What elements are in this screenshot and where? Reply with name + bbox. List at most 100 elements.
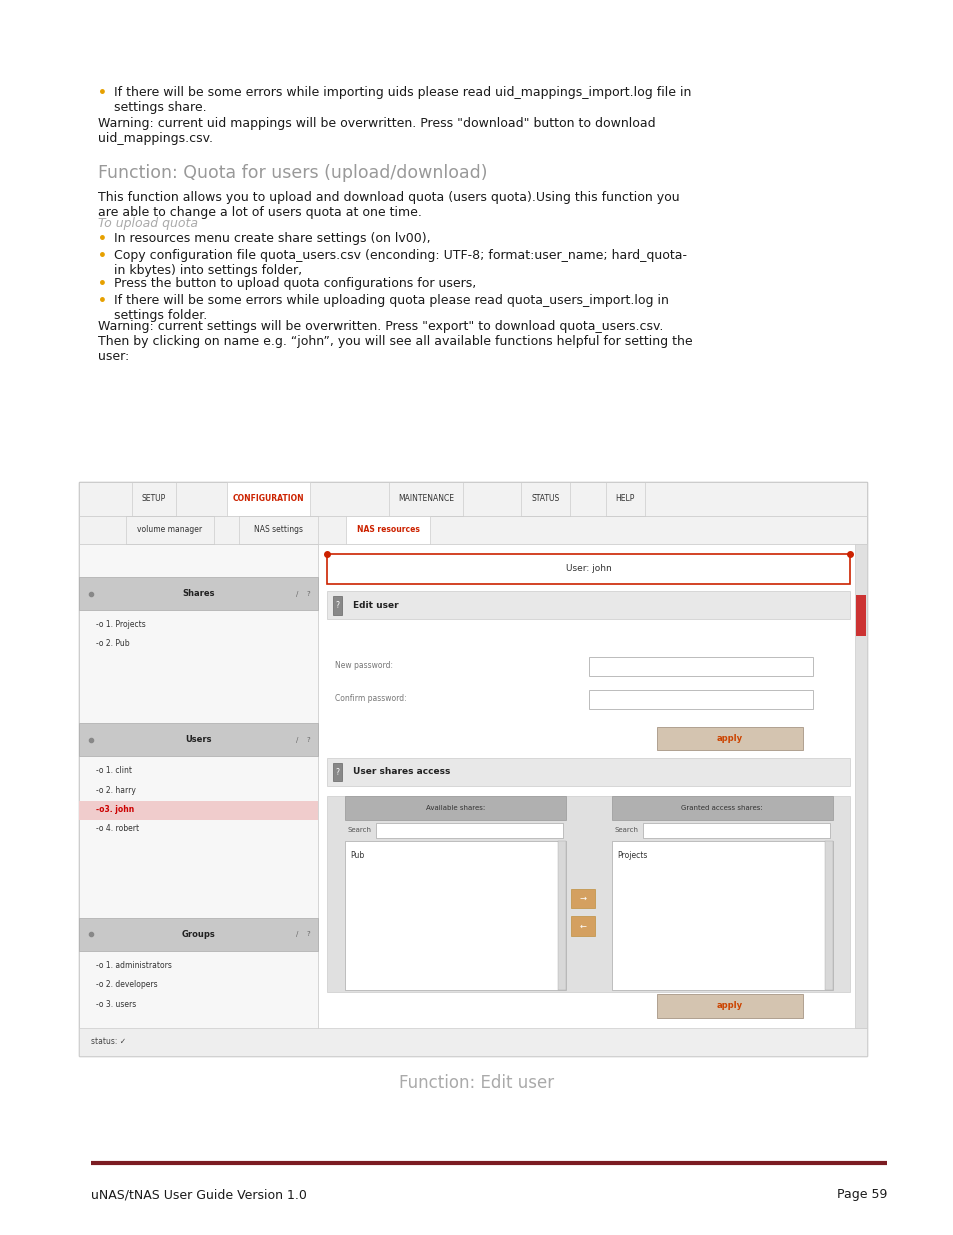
Bar: [79, 482, 866, 1056]
Text: •: •: [98, 294, 107, 308]
Bar: [824, 841, 832, 990]
Text: Copy configuration file quota_users.csv (enconding: UTF-8; format:user_name; har: Copy configuration file quota_users.csv …: [114, 249, 687, 278]
Text: Granted access shares:: Granted access shares:: [680, 805, 762, 811]
Text: Function: Quota for users (upload/download): Function: Quota for users (upload/downlo…: [98, 164, 487, 183]
Bar: [344, 841, 565, 990]
Bar: [346, 516, 429, 543]
Bar: [126, 516, 213, 543]
Bar: [520, 482, 570, 516]
Bar: [642, 823, 829, 839]
Bar: [79, 1028, 866, 1056]
Text: ?: ?: [306, 931, 310, 937]
Bar: [344, 797, 565, 820]
Text: -o 2. harry: -o 2. harry: [96, 785, 136, 794]
Bar: [611, 797, 832, 820]
Bar: [855, 595, 865, 636]
Bar: [327, 797, 849, 992]
Text: apply: apply: [716, 1002, 742, 1010]
Text: /: /: [295, 736, 298, 742]
Text: •: •: [98, 232, 107, 246]
Text: -o 4. robert: -o 4. robert: [96, 825, 139, 834]
Text: -o 2. developers: -o 2. developers: [96, 981, 158, 989]
Bar: [317, 543, 866, 1056]
Text: -o 1. administrators: -o 1. administrators: [96, 961, 172, 969]
Bar: [327, 758, 849, 785]
Text: User: john: User: john: [565, 564, 611, 573]
Bar: [588, 690, 813, 709]
Text: •: •: [98, 277, 107, 290]
Bar: [854, 543, 866, 1028]
Text: New password:: New password:: [335, 661, 393, 671]
Text: Search: Search: [347, 827, 371, 834]
Text: •: •: [98, 249, 107, 263]
Text: status: ✓: status: ✓: [91, 1037, 126, 1046]
Text: ?: ?: [306, 590, 310, 597]
Text: CONFIGURATION: CONFIGURATION: [233, 494, 304, 504]
Bar: [389, 482, 462, 516]
Bar: [656, 727, 802, 750]
Text: Groups: Groups: [181, 930, 215, 939]
Bar: [333, 597, 341, 615]
Text: STATUS: STATUS: [531, 494, 559, 504]
Bar: [333, 763, 341, 782]
Bar: [79, 516, 866, 543]
Text: →: →: [579, 894, 586, 903]
Text: In resources menu create share settings (on lv00),: In resources menu create share settings …: [114, 232, 431, 246]
Text: Pub: Pub: [350, 851, 364, 860]
Text: Projects: Projects: [617, 851, 647, 860]
Text: Confirm password:: Confirm password:: [335, 694, 406, 704]
Text: uNAS/tNAS User Guide Version 1.0: uNAS/tNAS User Guide Version 1.0: [91, 1188, 306, 1202]
Bar: [79, 482, 866, 516]
Bar: [79, 577, 317, 610]
Text: Edit user: Edit user: [353, 601, 398, 610]
Bar: [605, 482, 644, 516]
Text: Search: Search: [614, 827, 638, 834]
Bar: [327, 555, 849, 584]
Bar: [132, 482, 176, 516]
Bar: [227, 482, 310, 516]
Text: HELP: HELP: [615, 494, 635, 504]
Text: This function allows you to upload and download quota (users quota).Using this f: This function allows you to upload and d…: [98, 191, 679, 220]
Bar: [239, 516, 317, 543]
Text: -o 2. Pub: -o 2. Pub: [96, 638, 130, 647]
Text: apply: apply: [716, 734, 742, 743]
Text: Page 59: Page 59: [836, 1188, 886, 1202]
Bar: [375, 823, 562, 839]
Text: MAINTENANCE: MAINTENANCE: [397, 494, 454, 504]
Text: If there will be some errors while uploading quota please read quota_users_impor: If there will be some errors while uploa…: [114, 294, 669, 322]
Bar: [571, 888, 595, 908]
Text: ?: ?: [335, 767, 339, 777]
Text: Function: Edit user: Function: Edit user: [399, 1074, 554, 1093]
Text: ?: ?: [306, 736, 310, 742]
Bar: [558, 841, 565, 990]
Text: User shares access: User shares access: [353, 767, 450, 777]
Bar: [656, 994, 802, 1018]
Text: NAS settings: NAS settings: [253, 525, 303, 535]
Bar: [79, 918, 317, 951]
Text: -o 1. Projects: -o 1. Projects: [96, 620, 146, 629]
Text: NAS resources: NAS resources: [356, 525, 419, 535]
Bar: [571, 916, 595, 936]
Text: -o 3. users: -o 3. users: [96, 999, 136, 1009]
Bar: [79, 800, 317, 820]
Text: Available shares:: Available shares:: [425, 805, 484, 811]
Text: -o3. john: -o3. john: [96, 805, 134, 814]
Bar: [79, 543, 317, 1056]
Bar: [588, 657, 813, 676]
Text: If there will be some errors while importing uids please read uid_mappings_impor: If there will be some errors while impor…: [114, 86, 691, 115]
Text: Warning: current settings will be overwritten. Press "export" to download quota_: Warning: current settings will be overwr…: [98, 320, 692, 363]
Text: SETUP: SETUP: [142, 494, 166, 504]
Text: To upload quota: To upload quota: [98, 217, 198, 231]
Text: Users: Users: [185, 735, 212, 745]
Text: -o 1. clint: -o 1. clint: [96, 766, 132, 776]
Text: ←: ←: [579, 921, 586, 930]
Text: /: /: [295, 590, 298, 597]
Bar: [611, 841, 832, 990]
Text: ?: ?: [335, 601, 339, 610]
Text: /: /: [295, 931, 298, 937]
Text: •: •: [98, 86, 107, 100]
Text: volume manager: volume manager: [137, 525, 202, 535]
Bar: [79, 722, 317, 756]
Text: Press the button to upload quota configurations for users,: Press the button to upload quota configu…: [114, 277, 476, 290]
Text: Warning: current uid mappings will be overwritten. Press "download" button to do: Warning: current uid mappings will be ov…: [98, 117, 656, 146]
